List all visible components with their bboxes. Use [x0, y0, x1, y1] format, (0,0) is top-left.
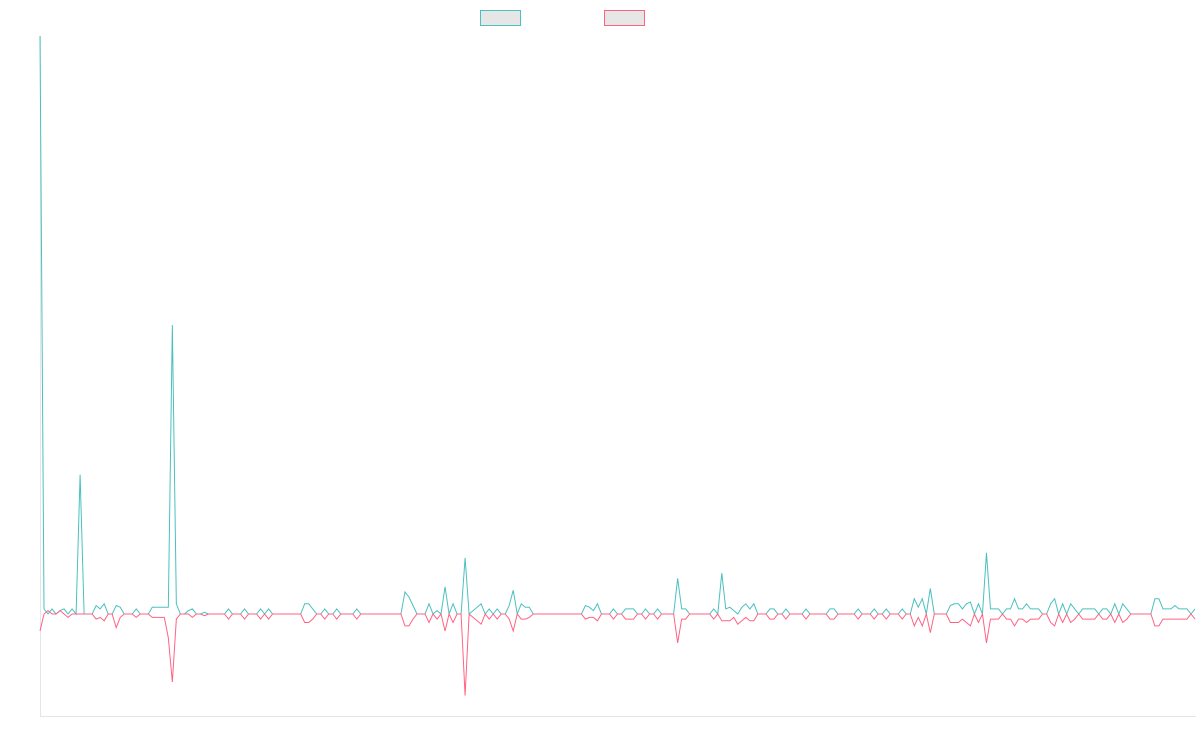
legend [480, 10, 645, 26]
series-line-1 [39, 35, 1196, 616]
series-line-2 [39, 609, 1196, 696]
plot-area [39, 35, 1196, 696]
legend-swatch-2[interactable] [604, 10, 645, 26]
legend-swatch-1[interactable] [480, 10, 521, 26]
